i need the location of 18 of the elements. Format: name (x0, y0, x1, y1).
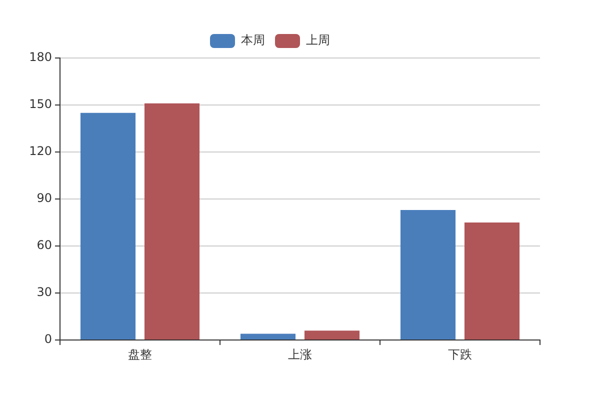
y-tick-label: 180 (29, 50, 52, 64)
bar (464, 222, 520, 340)
x-tick-label: 上涨 (288, 347, 312, 362)
y-tick-label: 30 (36, 285, 52, 300)
bar (144, 103, 200, 340)
y-tick-label: 60 (36, 238, 52, 252)
y-tick-label: 0 (44, 332, 52, 346)
legend-label: 本周 (241, 33, 265, 48)
bar (304, 330, 360, 340)
legend-label: 上周 (306, 33, 330, 48)
x-tick-label: 下跌 (448, 347, 472, 362)
y-tick-label: 90 (36, 191, 52, 206)
bar (240, 334, 296, 340)
bar (80, 112, 136, 340)
y-tick-label: 120 (29, 144, 52, 158)
y-tick-label: 150 (29, 97, 52, 112)
bar (400, 210, 456, 340)
x-tick-label: 盘整 (128, 347, 152, 362)
